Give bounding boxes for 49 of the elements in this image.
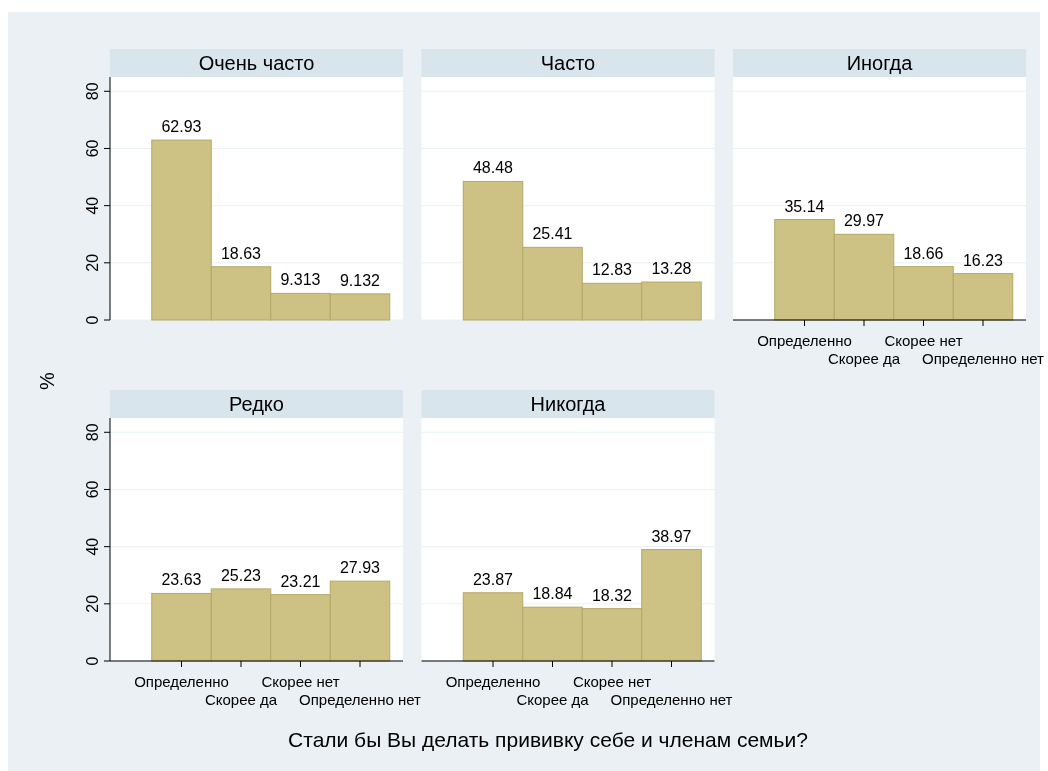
x-tick-label: Скорее нет xyxy=(261,673,340,690)
y-tick-label: 60 xyxy=(84,480,101,499)
x-tick-label: Определенно нет xyxy=(610,691,733,708)
data-label: 38.97 xyxy=(651,527,692,545)
x-tick-label: Скорее нет xyxy=(572,673,652,690)
chart-title: Очень часто xyxy=(198,52,315,74)
chart-title: Редко xyxy=(229,393,284,415)
data-label: 48.48 xyxy=(472,159,514,177)
y-tick-label: 20 xyxy=(84,253,101,272)
data-label: 27.93 xyxy=(339,559,381,577)
data-label: 9.313 xyxy=(280,271,321,289)
y-axis-title: % xyxy=(36,371,58,390)
data-label: 18.84 xyxy=(532,585,573,603)
data-label: 18.63 xyxy=(220,244,262,262)
y-tick-label: 20 xyxy=(84,594,101,613)
x-axis-title: Стали бы Вы делать прививку себе и членам семьи? xyxy=(288,728,808,751)
data-label: 23.63 xyxy=(161,571,202,589)
x-tick-label: Определенно xyxy=(757,332,852,349)
data-label: 18.66 xyxy=(903,244,944,262)
chart-title: Часто xyxy=(540,52,596,74)
data-label: 16.23 xyxy=(962,251,1004,269)
data-label: 12.83 xyxy=(591,261,633,279)
chart-title: Иногда xyxy=(846,52,914,74)
y-tick-label: 0 xyxy=(84,656,101,666)
chart-title: Никогда xyxy=(530,393,607,415)
data-label: 9.132 xyxy=(339,271,381,289)
data-label: 23.87 xyxy=(472,570,514,588)
y-tick-label: 80 xyxy=(84,82,101,101)
x-tick-label: Определенно нет xyxy=(922,350,1045,367)
y-tick-label: 0 xyxy=(84,315,101,325)
data-label: 18.32 xyxy=(591,586,633,604)
data-label: 25.23 xyxy=(220,566,262,584)
x-tick-label: Определенно xyxy=(134,673,229,690)
y-tick-label: 60 xyxy=(84,139,101,158)
x-tick-label: Скорее нет xyxy=(884,332,963,349)
y-tick-label: 80 xyxy=(84,423,101,442)
x-tick-label: Скорее да xyxy=(204,691,278,708)
data-label: 23.21 xyxy=(280,572,321,590)
y-tick-label: 40 xyxy=(84,537,101,556)
data-label: 35.14 xyxy=(784,197,825,215)
y-tick-label: 40 xyxy=(84,196,101,215)
x-tick-label: Скорее да xyxy=(827,350,901,367)
data-label: 25.41 xyxy=(532,225,573,243)
x-tick-label: Скорее да xyxy=(516,691,590,708)
data-label: 13.28 xyxy=(651,260,692,278)
data-label: 29.97 xyxy=(843,212,885,230)
data-label: 62.93 xyxy=(161,118,202,136)
x-tick-label: Определенно xyxy=(445,673,541,690)
x-tick-label: Определенно нет xyxy=(299,691,422,708)
